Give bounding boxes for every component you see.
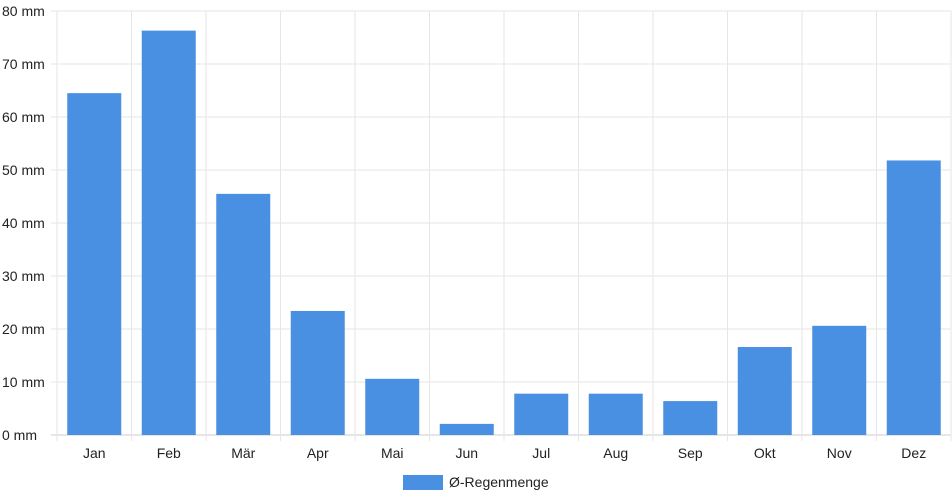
x-tick-label: Sep (678, 445, 703, 461)
bar-sep[interactable] (663, 401, 718, 435)
y-tick-label: 70 mm (2, 56, 45, 72)
x-tick-label: Mai (381, 445, 404, 461)
bar-apr[interactable] (290, 310, 345, 435)
x-tick-label: Apr (307, 445, 329, 461)
chart-legend[interactable]: Ø-Regenmenge (403, 474, 549, 490)
chart-grid (51, 10, 952, 441)
bar-feb[interactable] (141, 30, 196, 436)
y-tick-label: 40 mm (2, 215, 45, 231)
x-tick-label: Dez (901, 445, 926, 461)
x-tick-label: Mär (231, 445, 255, 461)
bar-mai[interactable] (365, 378, 420, 435)
legend-swatch[interactable] (403, 475, 443, 490)
bar-okt[interactable] (737, 347, 792, 435)
x-tick-label: Jan (83, 445, 106, 461)
x-tick-label: Aug (603, 445, 628, 461)
y-axis-ticks: 0 mm 10 mm 20 mm 30 mm 40 mm 50 mm 60 mm 70 mm 8… (2, 3, 45, 443)
legend-label[interactable]: Ø-Regenmenge (449, 474, 549, 490)
bar-dez[interactable] (886, 160, 941, 435)
bar-mär[interactable] (216, 193, 271, 435)
y-tick-label: 30 mm (2, 268, 45, 284)
x-tick-label: Feb (157, 445, 181, 461)
y-tick-label: 80 mm (2, 3, 45, 19)
bar-jun[interactable] (439, 423, 494, 435)
y-tick-label: 20 mm (2, 321, 45, 337)
y-tick-label: 50 mm (2, 162, 45, 178)
y-tick-label: 10 mm (2, 374, 45, 390)
y-tick-label: 60 mm (2, 109, 45, 125)
x-tick-label: Okt (754, 445, 776, 461)
chart-bars (67, 30, 941, 436)
bar-aug[interactable] (588, 393, 643, 435)
x-axis-ticks: Jan Feb Mär Apr Mai Jun Jul Aug Sep Okt Nov Dez (83, 445, 926, 461)
y-tick-label: 0 mm (2, 427, 37, 443)
bar-nov[interactable] (812, 325, 867, 435)
bar-jan[interactable] (67, 93, 122, 436)
x-tick-label: Jul (532, 445, 550, 461)
x-tick-label: Jun (455, 445, 478, 461)
bar-jul[interactable] (514, 393, 569, 435)
x-tick-label: Nov (827, 445, 852, 461)
